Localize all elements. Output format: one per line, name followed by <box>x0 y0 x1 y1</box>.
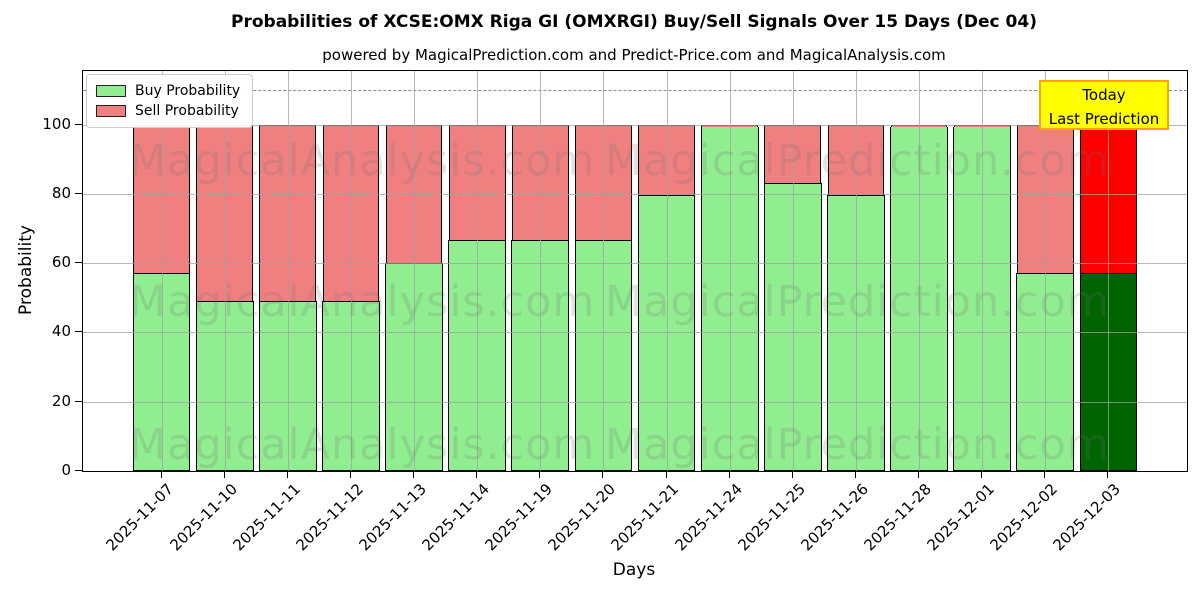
x-gridline <box>161 71 163 471</box>
x-gridline <box>351 71 352 471</box>
y-gridline <box>83 401 1187 403</box>
bar-segment-buy <box>890 127 948 472</box>
bar-segment-buy <box>132 273 191 472</box>
x-tick-label: 2025-11-13 <box>355 480 430 555</box>
x-tick-mark <box>223 471 225 478</box>
x-gridline <box>982 71 984 471</box>
bar-segment-buy <box>258 301 317 472</box>
x-tick-label: 2025-12-03 <box>1049 480 1125 555</box>
bar-2025-11-13 <box>385 124 443 472</box>
y-gridline <box>83 263 1187 265</box>
x-tick-mark <box>1107 471 1109 478</box>
x-tick-mark <box>918 471 919 478</box>
bar-2025-12-02 <box>1016 124 1075 472</box>
x-gridline <box>729 71 731 471</box>
bar-segment-buy <box>763 183 822 472</box>
legend-item-sell: Sell Probability <box>96 101 240 121</box>
x-tick-mark <box>160 471 162 478</box>
x-tick-mark <box>854 471 856 478</box>
x-tick-mark <box>286 471 288 478</box>
x-tick-label: 2025-11-28 <box>860 480 935 555</box>
today-annotation-line1: Today <box>1082 86 1126 104</box>
buy-swatch-icon <box>96 85 126 97</box>
y-axis-label: Probability <box>16 225 36 315</box>
chart-subtitle: powered by MagicalPrediction.com and Pre… <box>322 46 946 64</box>
legend-sell-label: Sell Probability <box>135 103 239 119</box>
y-tick-label: 80 <box>51 183 71 202</box>
x-gridline <box>666 71 668 471</box>
bar-2025-11-07 <box>132 124 191 472</box>
bar-2025-11-25 <box>763 124 822 472</box>
x-gridline <box>287 71 289 471</box>
x-tick-label: 2025-12-02 <box>986 480 1062 555</box>
x-tick-label: 2025-11-26 <box>797 480 872 555</box>
legend-buy-label: Buy Probability <box>135 83 241 99</box>
legend-item-buy: Buy Probability <box>96 81 240 101</box>
x-tick-label: 2025-11-19 <box>481 480 557 555</box>
bar-segment-buy <box>511 240 570 472</box>
x-tick-label: 2025-11-14 <box>418 480 493 555</box>
x-gridline <box>1045 71 1047 471</box>
bar-2025-11-11 <box>258 124 317 472</box>
x-tick-label: 2025-11-21 <box>607 480 683 555</box>
x-tick-mark <box>1044 471 1046 478</box>
y-tick-label: 60 <box>51 253 71 272</box>
legend: Buy Probability Sell Probability <box>86 74 254 128</box>
x-tick-mark <box>602 471 604 478</box>
x-tick-mark <box>413 471 415 478</box>
y-tick-mark <box>75 192 82 194</box>
bar-2025-11-12 <box>322 124 380 472</box>
y-gridline <box>83 332 1187 334</box>
x-gridline <box>919 71 920 471</box>
x-gridline <box>1108 71 1110 471</box>
x-gridline <box>224 71 226 471</box>
x-tick-label: 2025-11-20 <box>544 480 620 555</box>
y-tick-label: 20 <box>51 391 71 410</box>
chart-title: Probabilities of XCSE:OMX Riga GI (OMXRG… <box>231 12 1037 32</box>
x-gridline <box>855 71 857 471</box>
dashed-threshold-line <box>83 90 1187 92</box>
y-tick-mark <box>75 470 82 471</box>
today-annotation-line2: Last Prediction <box>1048 110 1160 128</box>
y-gridline <box>83 193 1187 195</box>
y-tick-mark <box>75 331 82 333</box>
y-tick-label: 100 <box>42 114 71 133</box>
x-tick-label: 2025-11-07 <box>102 480 178 555</box>
x-tick-mark <box>791 471 793 478</box>
bar-segment-buy <box>385 263 443 472</box>
x-tick-mark <box>728 471 730 478</box>
y-tick-mark <box>75 400 82 402</box>
y-tick-mark <box>75 262 82 264</box>
bar-segment-buy <box>322 301 380 472</box>
x-tick-mark <box>665 471 667 478</box>
x-gridline <box>792 71 794 471</box>
x-tick-label: 2025-11-12 <box>292 480 367 555</box>
y-tick-label: 40 <box>51 322 71 341</box>
x-tick-label: 2025-12-01 <box>923 480 998 555</box>
x-tick-mark <box>350 471 351 478</box>
plot-area: MagicalAnalysis.com MagicalPrediction.com… <box>82 70 1188 472</box>
sell-swatch-icon <box>96 105 126 117</box>
x-gridline <box>540 71 542 471</box>
y-tick-label: 0 <box>61 461 71 479</box>
x-tick-label: 2025-11-24 <box>671 480 746 555</box>
x-tick-mark <box>981 471 983 478</box>
y-gridline <box>83 124 1187 126</box>
today-annotation: Today Last Prediction <box>1039 80 1169 130</box>
x-gridline <box>603 71 605 471</box>
x-axis-label: Days <box>612 560 656 580</box>
bar-segment-buy <box>1016 273 1075 472</box>
y-tick-mark <box>75 123 82 125</box>
x-tick-mark <box>539 471 541 478</box>
x-gridline <box>414 71 416 471</box>
bar-2025-11-19 <box>511 124 570 472</box>
x-tick-label: 2025-11-10 <box>166 480 241 555</box>
bar-2025-11-28 <box>890 124 948 472</box>
x-tick-mark <box>476 471 478 478</box>
x-gridline <box>477 71 479 471</box>
